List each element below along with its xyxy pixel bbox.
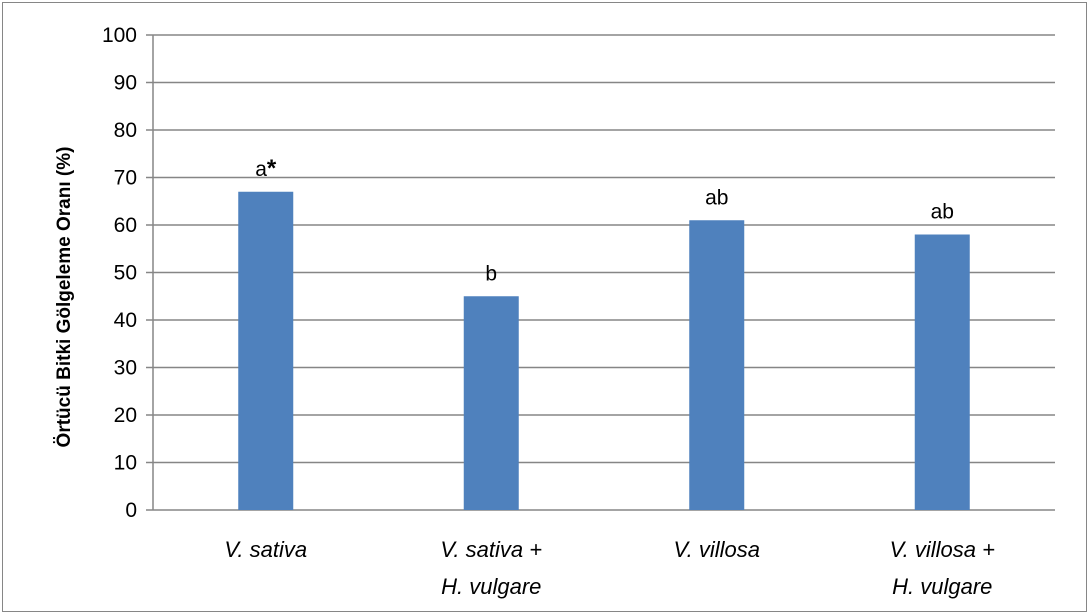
bar — [238, 191, 294, 510]
data-label: ab — [705, 186, 728, 209]
y-tick-label: 0 — [125, 499, 137, 522]
data-label: b — [485, 262, 497, 285]
gridlines — [146, 34, 1055, 511]
bar — [463, 296, 519, 510]
y-tick-label: 30 — [114, 357, 137, 380]
bar — [689, 220, 745, 510]
x-category-label: V. villosa — [674, 537, 760, 562]
bars — [238, 191, 970, 510]
x-category-label: V. sativa + — [440, 537, 542, 562]
y-tick-label: 50 — [114, 262, 137, 285]
y-tick-label: 80 — [114, 119, 137, 142]
y-axis-label: Örtücü Bitki Gölgeleme Oranı (%) — [54, 147, 75, 448]
x-category-label: V. sativa — [224, 537, 307, 562]
y-tick-label: 10 — [114, 452, 137, 475]
y-tick-label: 90 — [114, 72, 137, 95]
y-tick-label: 60 — [114, 214, 137, 237]
x-category-label: V. villosa + — [890, 537, 996, 562]
x-category-label: H. vulgare — [441, 574, 541, 599]
y-tick-labels: 0 10 20 30 40 50 60 70 80 90 100 — [102, 24, 137, 522]
x-category-label: H. vulgare — [892, 574, 992, 599]
y-tick-label: 20 — [114, 404, 137, 427]
bar — [914, 234, 970, 510]
y-tick-label: 70 — [114, 167, 137, 190]
data-label: ab — [931, 201, 954, 224]
data-label: a* — [255, 155, 277, 182]
data-labels: a* b ab ab — [255, 155, 954, 286]
y-tick-label: 100 — [102, 24, 137, 47]
significance-asterisk: * — [267, 155, 277, 182]
y-tick-label: 40 — [114, 309, 137, 332]
x-category-labels: V. sativa V. sativa + H. vulgare V. villosa… — [224, 537, 995, 599]
